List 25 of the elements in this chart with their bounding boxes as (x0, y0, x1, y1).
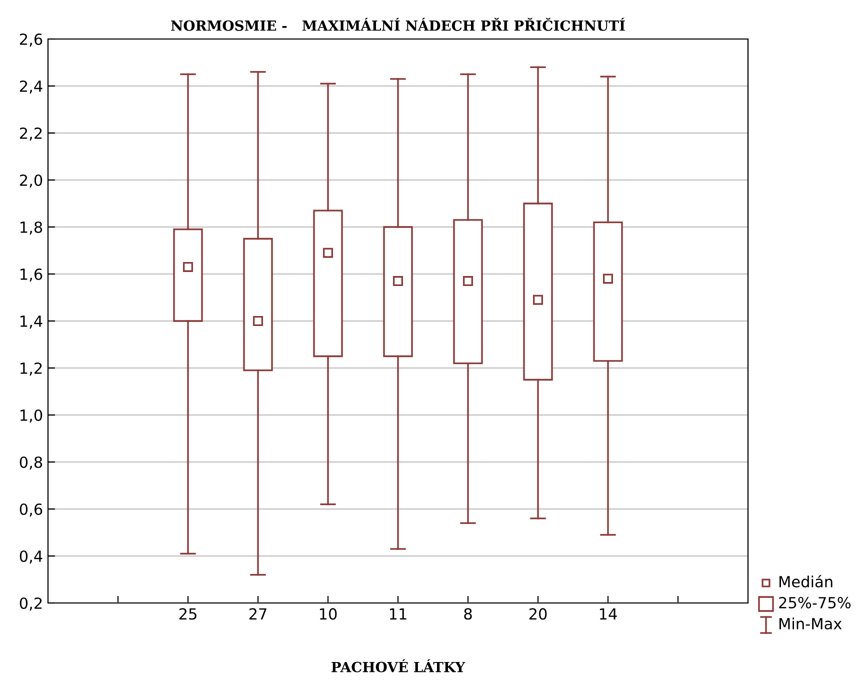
y-tick-label: 2,4 (20, 80, 42, 94)
x-axis-title: PACHOVÉ LÁTKY (332, 659, 466, 672)
x-tick-label: 14 (600, 608, 617, 620)
y-tick-label: 1,8 (20, 221, 42, 235)
x-tick-label: 11 (390, 608, 406, 620)
x-tick-label: 27 (249, 608, 266, 620)
y-tick-label: 1,4 (20, 316, 42, 329)
y-tick-label: 1,2 (20, 362, 42, 376)
x-tick-label: 25 (179, 608, 196, 620)
y-tick-label: 0,6 (20, 503, 42, 517)
chart-title: NORMOSMIE - MAXIMÁLNÍ NÁDECH PŘI PŘIČICHNUTÍ (171, 18, 625, 31)
x-tick-label: 10 (320, 608, 337, 620)
x-tick-label: 20 (529, 608, 547, 620)
y-tick-label: 1,0 (20, 409, 42, 423)
y-tick-label: 0,2 (20, 597, 42, 611)
y-tick-label: 2,2 (20, 127, 42, 141)
y-tick-label: 0,4 (20, 550, 42, 564)
x-tick-label: 8 (464, 608, 472, 620)
y-tick-label: 2,6 (20, 33, 42, 47)
text: Medián (780, 574, 832, 588)
y-tick-label: 2,0 (20, 174, 42, 188)
text: 25%-75% (779, 596, 851, 608)
text: Min-Max (780, 618, 842, 630)
y-tick-label: 0,8 (20, 456, 42, 470)
y-tick-label: 1,6 (20, 268, 42, 282)
